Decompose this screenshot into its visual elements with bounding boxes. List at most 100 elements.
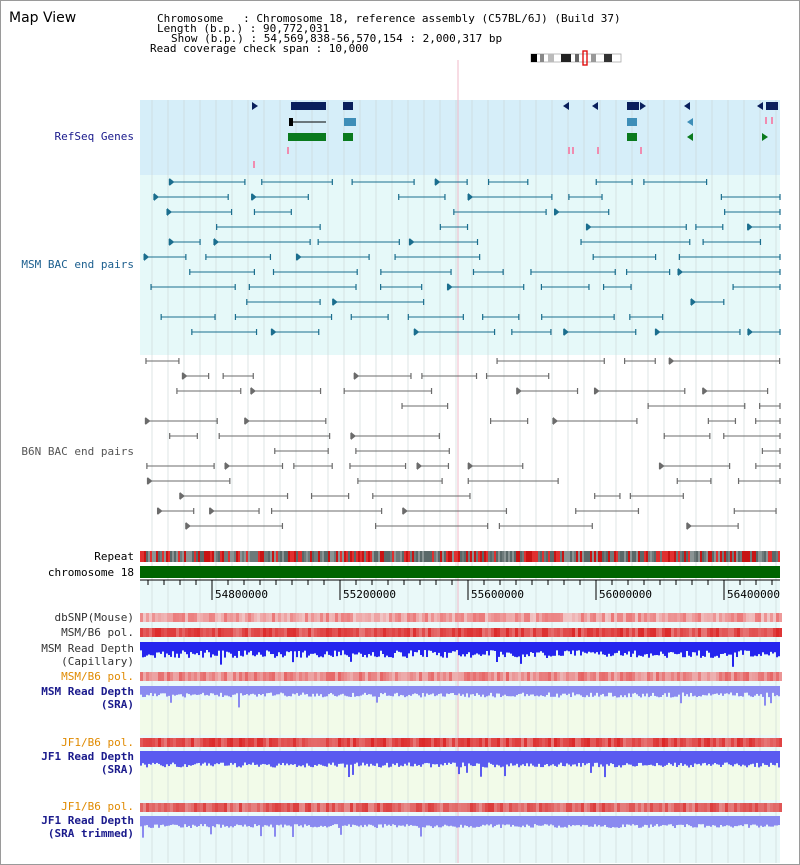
- track-label-jf1-pol-2[interactable]: JF1/B6 pol.: [61, 800, 134, 813]
- depth-bar: [620, 642, 622, 656]
- depth-bar: [568, 816, 570, 825]
- dbsnp-track[interactable]: [140, 613, 782, 622]
- msm-depth-sra[interactable]: [140, 686, 780, 708]
- pol-segment: [161, 738, 164, 747]
- pol-segment: [335, 738, 338, 747]
- repeat-segment: [424, 551, 426, 562]
- depth-bar: [744, 642, 746, 651]
- pol-segment: [425, 672, 428, 681]
- track-label-b6n-bac[interactable]: B6N BAC end pairs: [21, 445, 134, 458]
- depth-bar: [602, 816, 604, 827]
- depth-bar: [486, 642, 488, 651]
- jf1-depth-sra-trimmed[interactable]: [140, 816, 780, 838]
- repeat-segment: [348, 551, 350, 562]
- pol-segment: [755, 628, 758, 637]
- depth-bar: [652, 686, 654, 693]
- pol-segment: [182, 613, 185, 622]
- depth-bar: [480, 816, 482, 827]
- pol-segment: [341, 613, 344, 622]
- pol-segment: [482, 613, 485, 622]
- depth-bar: [642, 751, 644, 766]
- pol-segment: [695, 803, 698, 812]
- pol-segment: [254, 613, 257, 622]
- jf1-pol-track-2[interactable]: [140, 803, 782, 812]
- depth-bar: [366, 751, 368, 764]
- depth-bar: [156, 816, 158, 825]
- pol-segment: [491, 738, 494, 747]
- repeat-segment: [618, 551, 620, 562]
- repeat-segment: [224, 551, 226, 562]
- repeat-segment: [562, 551, 564, 562]
- depth-bar: [358, 686, 360, 697]
- bac-end-arrow: [594, 387, 600, 395]
- track-label-msm-bac[interactable]: MSM BAC end pairs: [21, 258, 134, 271]
- pol-segment: [758, 613, 761, 622]
- msm-pol-track-2[interactable]: [140, 672, 782, 681]
- track-label-repeat[interactable]: Repeat: [94, 550, 134, 563]
- depth-bar: [586, 686, 588, 696]
- b6n-bac-end-pairs[interactable]: [144, 357, 781, 530]
- depth-bar: [470, 816, 472, 827]
- length-info: Length (b.p.) : 90,772,031: [157, 22, 330, 35]
- depth-bar: [488, 751, 490, 763]
- pol-segment: [179, 672, 182, 681]
- track-label-refseq-genes[interactable]: RefSeq Genes: [54, 130, 134, 143]
- depth-bar: [414, 686, 416, 694]
- depth-bar: [434, 751, 436, 765]
- depth-bar: [338, 642, 340, 652]
- pol-segment: [209, 803, 212, 812]
- depth-bar: [150, 642, 152, 656]
- depth-bar: [444, 751, 446, 763]
- repeat-segment: [572, 551, 574, 562]
- pol-segment: [620, 738, 623, 747]
- depth-bar: [258, 686, 260, 694]
- pol-segment: [290, 672, 293, 681]
- pol-segment: [779, 672, 782, 681]
- repeat-track[interactable]: [140, 551, 780, 562]
- repeat-segment: [626, 551, 628, 562]
- pol-segment: [326, 803, 329, 812]
- depth-bar: [768, 642, 770, 656]
- pol-segment: [542, 738, 545, 747]
- track-label-jf1-depth-trim[interactable]: JF1 Read Depth: [41, 814, 134, 827]
- depth-bar: [456, 751, 458, 767]
- refseq-genes[interactable]: [252, 102, 778, 168]
- pol-segment: [479, 738, 482, 747]
- depth-bar: [438, 686, 440, 694]
- depth-bar: [640, 642, 642, 656]
- jf1-pol-track[interactable]: [140, 738, 782, 747]
- repeat-segment: [566, 551, 568, 562]
- pol-segment: [611, 672, 614, 681]
- jf1-depth-sra[interactable]: [140, 751, 780, 778]
- depth-bar: [702, 816, 704, 825]
- pol-segment: [230, 613, 233, 622]
- depth-bar: [506, 816, 508, 825]
- pol-segment: [587, 803, 590, 812]
- pol-segment: [350, 672, 353, 681]
- track-label-msm-pol[interactable]: MSM/B6 pol.: [61, 626, 134, 639]
- track-label-chromosome[interactable]: chromosome 18: [47, 566, 134, 579]
- depth-bar: [520, 686, 522, 694]
- depth-bar: [524, 686, 526, 697]
- track-label-msm-depth-cap[interactable]: MSM Read Depth: [41, 642, 134, 655]
- depth-bar: [334, 642, 336, 651]
- track-label-jf1-pol[interactable]: JF1/B6 pol.: [61, 736, 134, 749]
- depth-bar: [558, 686, 560, 698]
- msm-depth-capillary[interactable]: [140, 642, 780, 667]
- pol-segment: [647, 613, 650, 622]
- msm-pol-track[interactable]: [140, 628, 782, 637]
- repeat-segment: [438, 551, 440, 562]
- depth-bar: [148, 816, 150, 828]
- pol-segment: [560, 628, 563, 637]
- repeat-segment: [266, 551, 268, 562]
- track-label-jf1-depth-sra[interactable]: JF1 Read Depth: [41, 750, 134, 763]
- track-label-msm-depth-sra[interactable]: MSM Read Depth: [41, 685, 134, 698]
- msm-bac-end-pairs[interactable]: [143, 178, 781, 336]
- pol-segment: [155, 672, 158, 681]
- depth-bar: [222, 686, 224, 697]
- depth-bar: [204, 751, 206, 763]
- chromosome-ideogram[interactable]: [530, 50, 622, 66]
- track-label-msm-pol-2[interactable]: MSM/B6 pol.: [61, 670, 134, 683]
- track-label-dbsnp[interactable]: dbSNP(Mouse): [54, 611, 134, 624]
